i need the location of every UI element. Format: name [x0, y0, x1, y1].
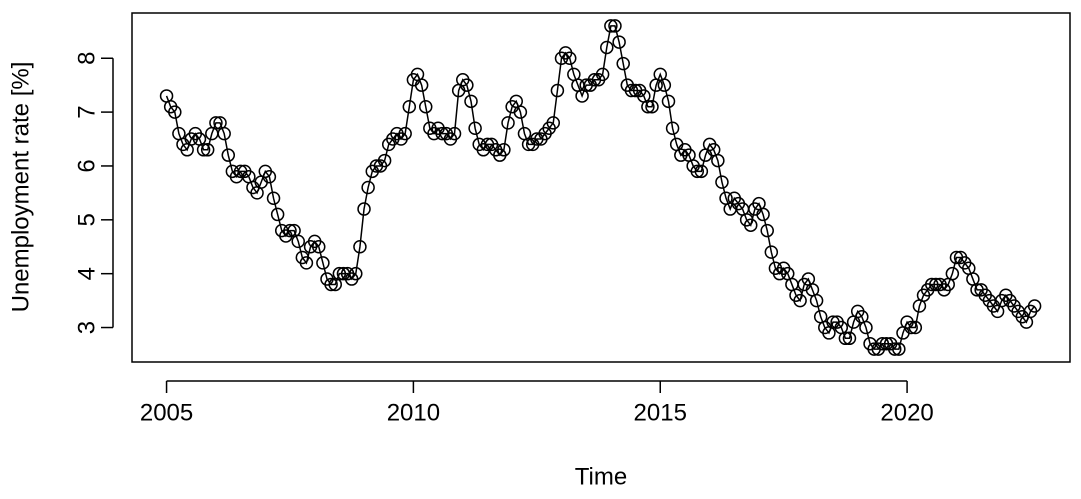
data-point [809, 293, 824, 308]
data-point [460, 78, 474, 92]
data-point [414, 78, 429, 92]
data-point [624, 83, 639, 98]
data-point [398, 126, 412, 141]
data-point [612, 35, 626, 49]
data-point [550, 83, 565, 98]
y-tick-label: 7 [73, 105, 100, 118]
data-point [743, 218, 758, 232]
data-point [908, 320, 923, 335]
data-point [760, 223, 774, 238]
data-point [838, 331, 853, 346]
data-point [501, 116, 515, 130]
y-tick-label: 3 [73, 321, 100, 334]
y-axis-label: Unemployment rate [%] [7, 62, 34, 313]
data-point [402, 99, 417, 114]
data-point [756, 207, 770, 222]
y-tick-label: 8 [73, 52, 100, 65]
data-point [925, 277, 939, 292]
data-point [694, 164, 709, 179]
data-point [497, 143, 511, 157]
data-point [468, 121, 482, 136]
data-point [283, 223, 297, 238]
x-tick-label: 2005 [140, 399, 193, 426]
data-point [353, 239, 367, 254]
data-point [945, 266, 960, 281]
data-point [291, 234, 305, 249]
data-point [513, 105, 528, 119]
data-point [262, 169, 277, 184]
data-point [562, 51, 577, 65]
data-point [1027, 299, 1042, 313]
data-point [168, 105, 182, 119]
y-tick-label: 4 [73, 267, 100, 280]
data-point [645, 99, 659, 114]
data-point [665, 121, 680, 136]
data-point [842, 331, 857, 346]
x-axis-label: Time [575, 463, 627, 490]
data-point [859, 320, 873, 335]
data-point [892, 342, 906, 356]
data-point [418, 99, 433, 114]
data-point [217, 126, 231, 141]
data-point [209, 116, 223, 130]
data-point [270, 207, 285, 222]
data-point [357, 202, 371, 216]
data-point [349, 266, 363, 281]
data-point [447, 126, 462, 141]
data-point [604, 19, 618, 33]
data-point [616, 56, 630, 71]
x-tick-label: 2020 [880, 399, 933, 426]
data-point [690, 164, 705, 179]
data-point [324, 277, 338, 292]
y-tick-label: 6 [73, 159, 100, 172]
data-point [312, 239, 326, 254]
data-point [377, 153, 392, 168]
data-point [464, 94, 478, 109]
data-point [641, 99, 655, 114]
data-point [361, 180, 375, 195]
x-tick-label: 2015 [634, 399, 687, 426]
data-point [546, 116, 561, 130]
data-point [299, 256, 314, 270]
data-point [200, 143, 215, 157]
data-point [904, 320, 918, 335]
data-point [657, 78, 672, 92]
data-point [221, 148, 236, 162]
data-point [332, 266, 347, 281]
data-point [196, 143, 211, 157]
data-point [266, 191, 281, 206]
data-point [711, 153, 725, 168]
plot-frame [131, 12, 1071, 363]
y-tick-label: 5 [73, 213, 100, 226]
data-point [661, 94, 676, 109]
data-point [875, 336, 890, 351]
data-point [608, 19, 622, 33]
data-point [316, 256, 330, 270]
data-point [595, 67, 610, 82]
data-point [600, 40, 614, 55]
data-point [887, 342, 902, 356]
data-point [793, 293, 807, 308]
data-point [764, 245, 779, 259]
data-point [715, 175, 729, 189]
x-tick-label: 2010 [387, 399, 440, 426]
